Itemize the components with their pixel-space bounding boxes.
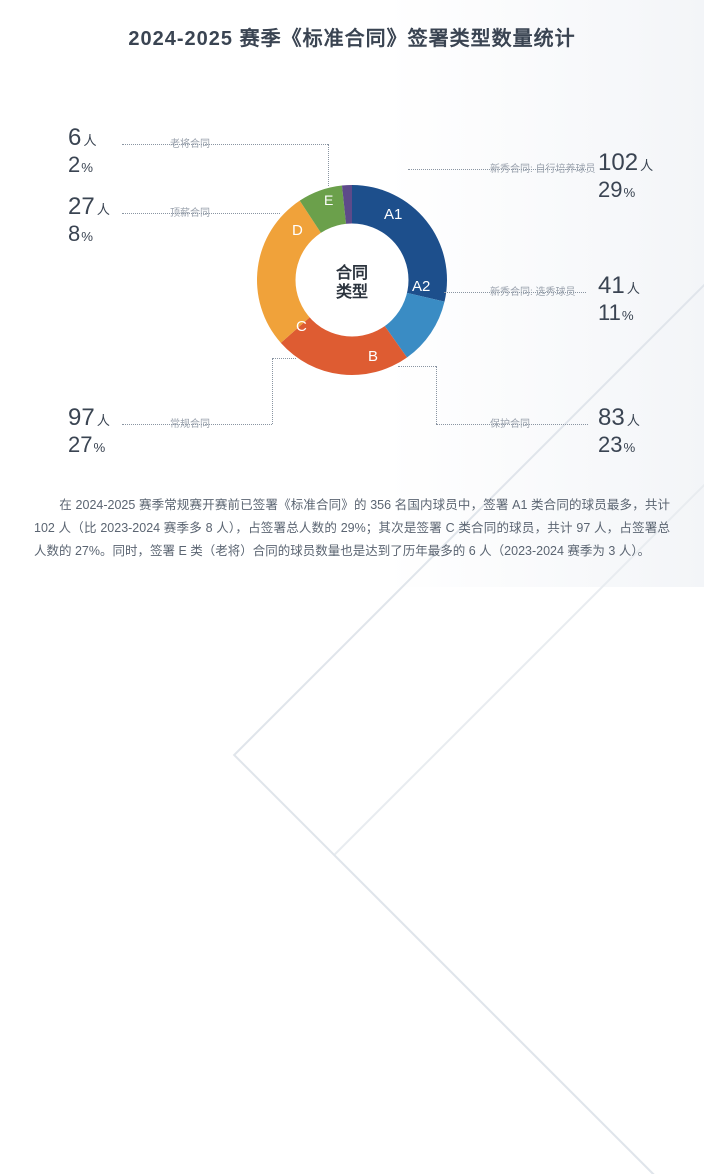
count-a1: 102: [598, 149, 638, 176]
pct-e: 2: [68, 152, 80, 177]
callout-a1: 102人 29%: [598, 149, 653, 202]
slice-label-b: B: [368, 348, 378, 365]
body-paragraph: 在 2024-2025 赛季常规赛开赛前已签署《标准合同》的 356 名国内球员…: [34, 494, 670, 563]
count-d: 27: [68, 193, 95, 220]
pct-a2: 11: [598, 300, 621, 325]
slice-label-a1: A1: [384, 206, 402, 223]
annotation-a1: 新秀合同: 自行培养球员: [490, 160, 596, 175]
center-label-line1: 合同: [336, 265, 368, 282]
count-a2: 41: [598, 272, 625, 299]
slice-label-a2: A2: [412, 278, 430, 295]
count-e: 6: [68, 124, 81, 151]
callout-e: 6人 2%: [68, 124, 97, 177]
annotation-e: 老将合同: [170, 135, 210, 150]
callout-d: 27人 8%: [68, 193, 110, 246]
annotation-c: 常规合同: [170, 415, 210, 430]
count-b: 83: [598, 404, 625, 431]
donut-center-label: 合同 类型: [322, 264, 382, 302]
chart-title: 2024-2025 赛季《标准合同》签署类型数量统计: [0, 22, 704, 51]
pct-b: 23: [598, 432, 622, 457]
count-c: 97: [68, 404, 95, 431]
slice-label-e: E: [324, 192, 333, 208]
count-unit: 人: [640, 158, 653, 173]
annotation-a2: 新秀合同: 选秀球员: [490, 283, 576, 298]
annotation-b: 保护合同: [490, 415, 530, 430]
pct-c: 27: [68, 432, 92, 457]
callout-b: 83人 23%: [598, 404, 640, 457]
pct-d: 8: [68, 221, 80, 246]
annotation-d: 顶薪合同: [170, 204, 210, 219]
slice-label-d: D: [292, 222, 303, 239]
center-label-line2: 类型: [336, 284, 368, 301]
callout-c: 97人 27%: [68, 404, 110, 457]
chart-area: 合同 类型 A1 A2 B C D E 新秀合同: 自行培养球员 新秀合同: 选…: [0, 60, 704, 480]
pct-unit: %: [623, 185, 635, 200]
slice-label-c: C: [296, 318, 307, 335]
callout-a2: 41人 11%: [598, 272, 640, 325]
pct-a1: 29: [598, 177, 622, 202]
